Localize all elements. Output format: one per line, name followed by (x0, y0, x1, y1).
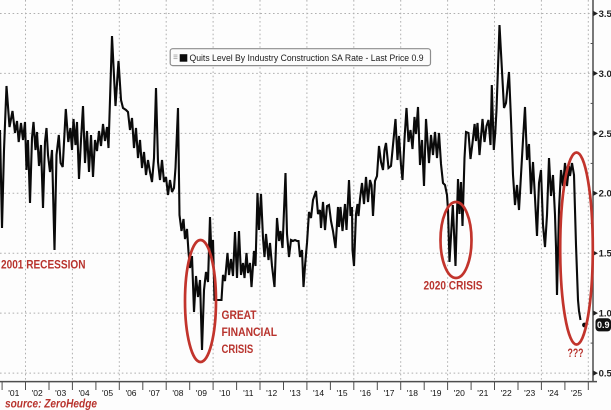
svg-text:'14: '14 (313, 388, 324, 398)
svg-text:1.5: 1.5 (599, 249, 611, 260)
svg-text:'05: '05 (102, 388, 113, 398)
svg-text:3.0: 3.0 (599, 69, 611, 80)
svg-text:source: ZeroHedge: source: ZeroHedge (5, 399, 98, 410)
svg-text:'25: '25 (571, 388, 582, 398)
svg-text:'02: '02 (32, 388, 43, 398)
svg-text:'23: '23 (524, 388, 535, 398)
svg-text:'04: '04 (79, 388, 90, 398)
svg-text:'13: '13 (290, 388, 301, 398)
svg-text:'03: '03 (55, 388, 66, 398)
svg-text:'20: '20 (454, 388, 465, 398)
svg-text:2.0: 2.0 (599, 189, 611, 200)
svg-text:'22: '22 (501, 388, 512, 398)
svg-text:Quits Level By Industry Constr: Quits Level By Industry Construction SA … (190, 53, 424, 63)
svg-text:'08: '08 (172, 388, 183, 398)
svg-text:0.9: 0.9 (597, 320, 610, 330)
svg-text:'24: '24 (548, 388, 559, 398)
svg-text:'17: '17 (383, 388, 394, 398)
svg-text:'06: '06 (125, 388, 136, 398)
svg-text:???: ??? (568, 346, 584, 360)
svg-text:2.5: 2.5 (599, 129, 611, 140)
svg-text:'19: '19 (430, 388, 441, 398)
svg-text:'21: '21 (477, 388, 488, 398)
svg-text:2001 RECESSION: 2001 RECESSION (1, 258, 86, 272)
svg-text:'16: '16 (360, 388, 371, 398)
svg-text:1.0: 1.0 (599, 309, 611, 320)
svg-text:'12: '12 (266, 388, 277, 398)
svg-text:'07: '07 (149, 388, 160, 398)
svg-text:0.5: 0.5 (599, 369, 611, 380)
svg-text:'09: '09 (196, 388, 207, 398)
svg-text:FINANCIAL: FINANCIAL (222, 325, 278, 339)
svg-text:'10: '10 (219, 388, 230, 398)
svg-text:'11: '11 (243, 388, 254, 398)
svg-text:2020 CRISIS: 2020 CRISIS (424, 279, 483, 293)
svg-text:CRISIS: CRISIS (222, 342, 254, 356)
svg-text:'01: '01 (8, 388, 19, 398)
svg-text:GREAT: GREAT (222, 308, 258, 322)
svg-text:3.5: 3.5 (599, 9, 611, 20)
svg-text:'18: '18 (407, 388, 418, 398)
svg-text:'15: '15 (337, 388, 348, 398)
